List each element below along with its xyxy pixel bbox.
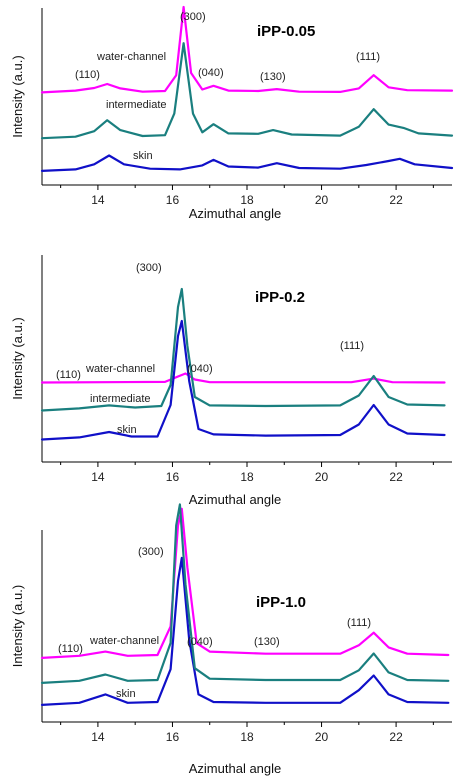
annotation-label: skin [116,688,136,700]
x-tick-label: 20 [315,730,329,744]
annotation-label: (110) [75,69,100,81]
annotation-label: (130) [260,71,286,83]
series-line-water-channel [40,5,454,94]
x-tick-label: 14 [91,470,105,484]
annotation-label: intermediate [90,393,151,405]
x-tick-label: 20 [315,193,329,207]
x-tick-label: 18 [240,193,254,207]
annotation-label: intermediate [106,99,167,111]
panel-title: iPP-0.2 [255,289,305,306]
annotation-label: (110) [56,369,81,381]
x-axis-title: Azimuthal angle [189,492,282,507]
x-tick-label: 14 [91,730,105,744]
y-axis-title: Intensity (a.u.) [10,585,25,667]
annotation-label: (040) [187,363,213,375]
annotation-label: (300) [136,262,162,274]
x-tick-label: 16 [166,730,180,744]
x-tick-label: 14 [91,193,105,207]
annotation-label: (040) [187,636,213,648]
panel-title: iPP-1.0 [256,594,306,611]
series-line-intermediate [40,42,454,140]
x-axis-title: Azimuthal angle [189,761,282,776]
annotation-label: (130) [254,636,280,648]
series-line-skin [40,154,454,172]
series-line-skin [40,556,450,706]
x-tick-label: 18 [240,730,254,744]
panel-title: iPP-0.05 [257,23,315,40]
y-axis-title: Intensity (a.u.) [10,317,25,399]
annotation-label: water-channel [85,363,155,375]
x-tick-label: 18 [240,470,254,484]
x-tick-label: 16 [166,193,180,207]
x-axis-title: Azimuthal angle [189,206,282,221]
chart-panel-1: 14 16 18 20 22 Azimuthal angle Intensity (a.u.… [10,5,454,221]
annotation-label: (111) [340,340,364,352]
annotation-label: skin [117,424,137,436]
series-line-intermediate [40,287,446,412]
series-line-water-channel [40,507,450,659]
x-tick-label: 22 [389,193,403,207]
chart-panel-2: 14 16 18 20 22 Azimuthal angle Intensity (a.u.… [10,255,452,507]
annotation-label: (111) [347,617,371,629]
x-tick-label: 16 [166,470,180,484]
x-tick-label: 20 [315,470,329,484]
y-axis-title: Intensity (a.u.) [10,55,25,137]
annotation-label: water-channel [89,635,159,647]
chart-panel-3: 14 16 18 20 22 Azimuthal angle Intensity (a.u.… [10,503,452,776]
annotation-label: (300) [180,11,206,23]
annotation-label: water-channel [96,51,166,63]
series-line-intermediate [40,503,450,684]
annotation-label: (300) [138,546,164,558]
x-tick-label: 22 [389,730,403,744]
annotation-label: (111) [356,51,380,63]
annotation-label: skin [133,150,153,162]
series-line-skin [40,319,446,441]
annotation-label: (110) [58,643,83,655]
x-tick-label: 22 [389,470,403,484]
annotation-label: (040) [198,67,224,79]
